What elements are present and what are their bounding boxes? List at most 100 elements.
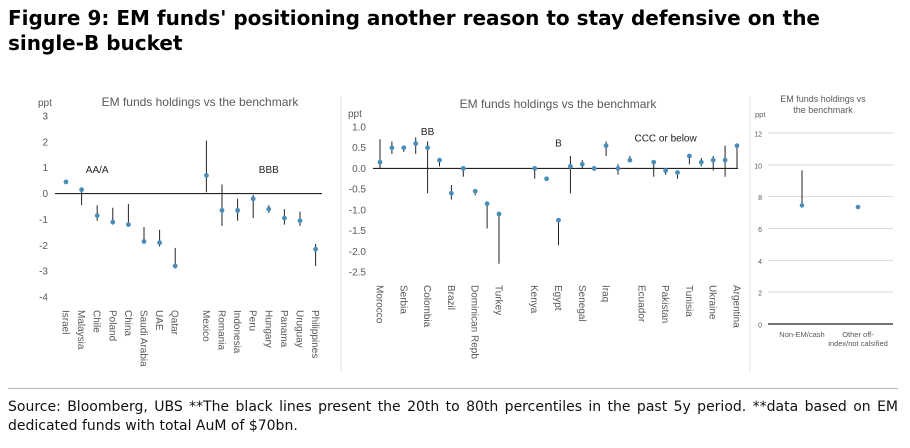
x-category-label: Other off- [842, 330, 874, 339]
y-tick-label: -4 [39, 293, 48, 304]
y-tick-label: 0 [42, 189, 48, 200]
data-point [63, 179, 69, 185]
data-point [389, 145, 395, 151]
data-point [297, 218, 303, 224]
x-category-label: Saudi Arabia [138, 310, 149, 367]
charts-area: EM funds holdings vs the benchmark ppt 3 2 1… [38, 94, 893, 372]
chart-annotation: BBB [259, 165, 279, 176]
x-category-label: Egypt [552, 285, 563, 311]
y-tick-label: 10 [754, 163, 762, 170]
y-tick-label: -3 [39, 267, 48, 278]
y-tick-label: 0 [758, 323, 762, 330]
x-category-label: Morocco [374, 285, 385, 324]
source-note: Source: Bloomberg, UBS **The black lines… [8, 399, 898, 434]
x-category-label: Mexico [200, 310, 211, 342]
x-category-label: Dominican Repb [469, 285, 480, 359]
x-category-label: Panama [278, 310, 289, 348]
y-tick-label: -1.0 [349, 205, 367, 216]
data-point [663, 168, 668, 173]
x-category-label: Ukraine [707, 285, 718, 320]
x-category-label: Tunisia [683, 285, 694, 317]
y-tick-label: 2 [758, 291, 762, 298]
x-category-label: Poland [106, 310, 117, 341]
x-category-label: Serbia [397, 285, 408, 314]
y-tick-label: 4 [758, 259, 762, 266]
figure-title: Figure 9: EM funds' positioning another … [8, 6, 820, 55]
y-tick-label: 12 [754, 132, 762, 139]
y-axis-label: ppt [38, 98, 52, 109]
data-point [556, 217, 561, 223]
data-point [377, 159, 383, 165]
data-point [532, 166, 538, 171]
x-category-label: Philippines [309, 310, 320, 358]
data-point [472, 188, 478, 194]
y-tick-label: -1.5 [349, 226, 367, 237]
chart-annotation: CCC or below [634, 133, 697, 144]
x-category-label: Peru [247, 310, 258, 331]
data-point [799, 203, 805, 208]
data-point [110, 219, 116, 225]
data-point [734, 143, 740, 149]
y-tick-label: 0.0 [352, 164, 366, 175]
data-point [698, 159, 704, 165]
x-category-label: Brazil [445, 285, 456, 310]
x-category-label: Senegal [576, 285, 587, 322]
data-point [591, 166, 597, 171]
chart-title: EM funds holdings vs the benchmark [102, 95, 300, 109]
y-tick-label: 1 [42, 163, 48, 174]
chart-title-line-1: EM funds holdings vs [780, 94, 866, 104]
y-tick-label: -2 [39, 241, 48, 252]
chart-annotation: B [555, 139, 562, 150]
data-point [401, 145, 407, 151]
x-category-label: Argentina [731, 285, 742, 328]
y-tick-label: -2.0 [349, 247, 367, 258]
data-point [855, 204, 861, 210]
x-category-label: Ecuador [635, 285, 646, 323]
data-point [219, 207, 225, 213]
data-point [710, 157, 716, 163]
x-category-label: Uruguay [294, 310, 305, 348]
data-point [627, 157, 633, 163]
x-category-label: UAE [153, 310, 164, 331]
y-tick-label: 0.5 [352, 143, 366, 154]
data-point [425, 145, 430, 151]
x-category-label: Turkey [493, 285, 504, 315]
data-point [603, 143, 609, 149]
x-category-label: Indonesia [231, 310, 242, 354]
x-category-label: Non-EM/cash [779, 330, 824, 339]
data-point [141, 239, 147, 244]
data-point [460, 166, 466, 171]
data-point [449, 190, 454, 196]
y-tick-label: -2.5 [349, 268, 367, 279]
x-category-label: Qatar [169, 310, 180, 336]
chart-panel-ratings-ig: EM funds holdings vs the benchmark ppt 3 2 1… [38, 95, 322, 367]
data-point [235, 207, 241, 213]
data-point [172, 263, 178, 269]
chart-title-line-2: the benchmark [793, 105, 853, 115]
x-category-label: China [122, 310, 133, 337]
y-tick-label: -1 [39, 215, 48, 226]
data-point [484, 201, 490, 207]
data-point [157, 240, 163, 246]
data-point [125, 222, 131, 228]
data-point [266, 206, 272, 212]
data-point [437, 157, 442, 163]
data-point [615, 166, 621, 171]
x-category-label: Malaysia [75, 310, 86, 350]
x-category-label: Pakistan [659, 285, 670, 323]
chart-annotation: AA/A [86, 165, 109, 176]
y-tick-label: 6 [758, 227, 762, 234]
data-point [282, 215, 287, 221]
data-point [544, 176, 549, 182]
data-point [313, 246, 318, 252]
y-tick-label: 1.0 [352, 123, 366, 134]
data-point [496, 211, 502, 217]
chart-panel-ratings-hy: EM funds holdings vs the benchmark ppt 1.0… [348, 97, 742, 359]
x-category-label: Romania [216, 310, 227, 350]
data-point [675, 170, 680, 175]
chart-title: EM funds holdings vs the benchmark [460, 97, 658, 111]
x-category-label: Israel [60, 310, 71, 334]
data-point [651, 159, 657, 165]
data-point [250, 196, 256, 202]
